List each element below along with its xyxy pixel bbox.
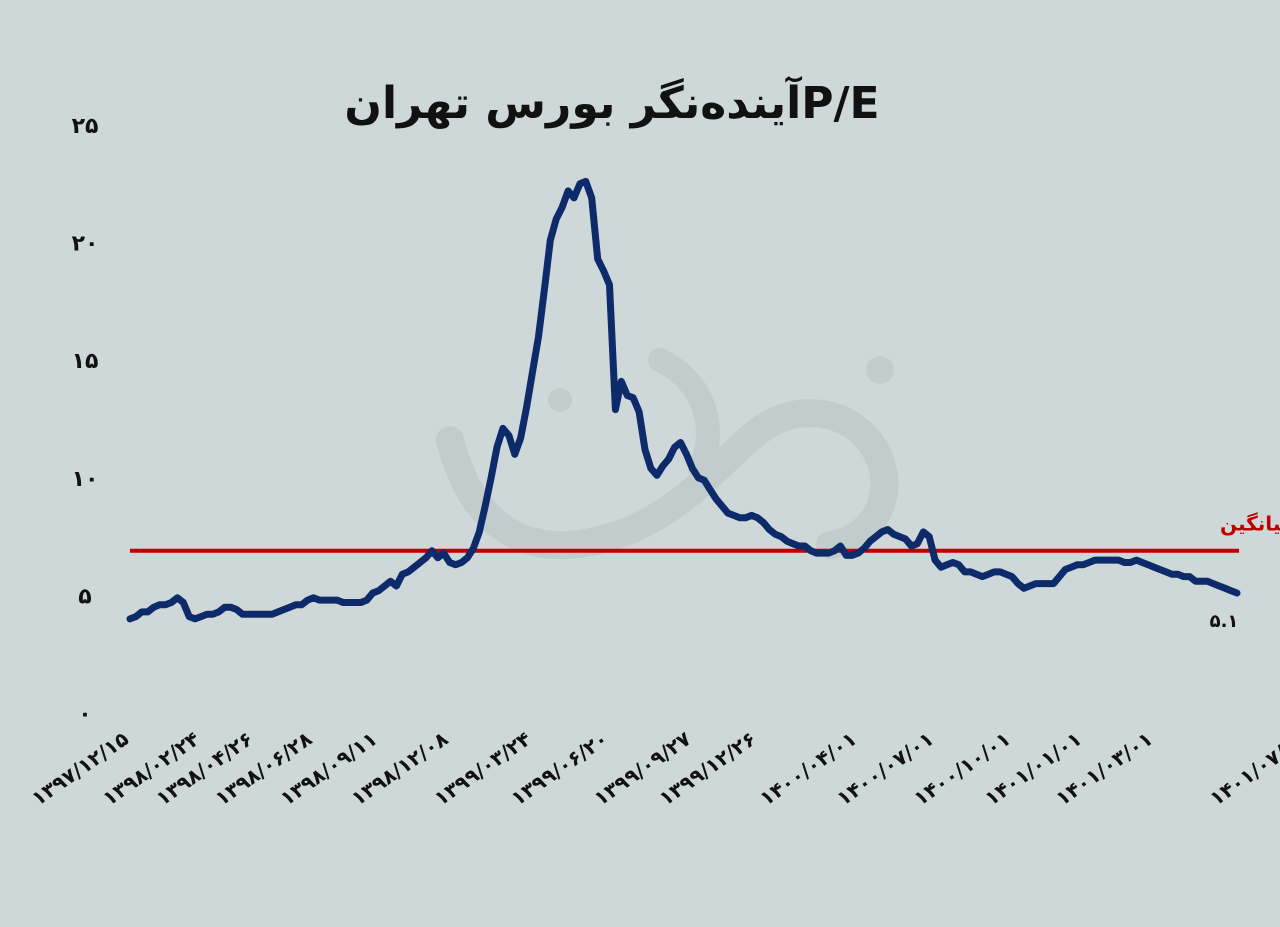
x-tick-label: ۱۴۰۱/۰۷/۰۷ — [1205, 726, 1280, 810]
y-tick-label: ۱۵ — [72, 349, 99, 374]
y-tick-label: ۱۰ — [72, 467, 99, 492]
y-tick-label: ۲۵ — [72, 114, 99, 139]
y-tick-label: ۲۰ — [72, 232, 99, 257]
x-axis: ۱۳۹۷/۱۲/۱۵۱۳۹۸/۰۲/۲۴۱۳۹۸/۰۴/۲۶۱۳۹۸/۰۶/۲۸… — [27, 726, 1280, 810]
series-line — [126, 177, 1241, 623]
chart-title: P/Eآینده‌نگر بورس تهران — [344, 75, 879, 129]
y-axis: ۰ ۵ ۱۰ ۱۵ ۲۰ ۲۵ — [72, 114, 99, 727]
y-tick-label: ۵ — [78, 584, 91, 609]
last-value-label: ۵.۱ — [1210, 611, 1239, 632]
average-label: میانگین — [1220, 512, 1280, 536]
watermark-logo — [436, 348, 899, 560]
y-tick-label: ۰ — [78, 702, 91, 727]
